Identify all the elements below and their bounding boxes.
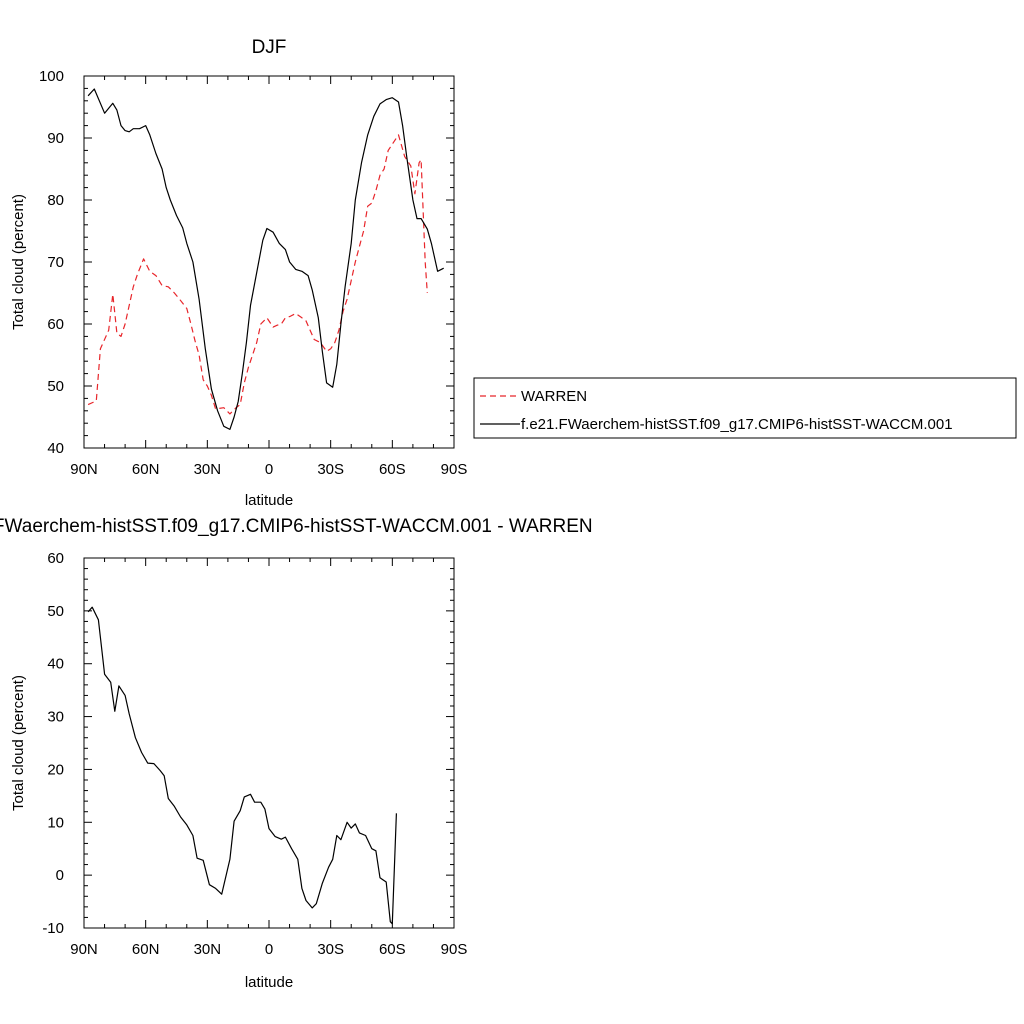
panel1-y-tick-label: 80 — [47, 192, 64, 209]
panel1-x-axis-label: latitude — [245, 492, 293, 509]
panel1-x-tick-label: 60S — [379, 461, 406, 478]
legend-label-warren: WARREN — [521, 388, 587, 405]
panel1-x-tick-label: 30S — [317, 461, 344, 478]
panel1-y-tick-label: 70 — [47, 254, 64, 271]
panel1-x-tick-label: 90S — [441, 461, 468, 478]
panel1-y-axis-label: Total cloud (percent) — [10, 194, 27, 330]
panel2-y-tick-label: 10 — [47, 814, 64, 831]
panel1-series-lines — [87, 88, 444, 430]
panel1-y-tick-label: 100 — [39, 68, 64, 85]
panel1-y-tick-label: 60 — [47, 316, 64, 333]
panel2-y-axis-label: Total cloud (percent) — [10, 675, 27, 811]
panel1-x-tick-label: 0 — [265, 461, 273, 478]
panel2-x-axis-label: latitude — [245, 974, 293, 991]
panel2-series-lines — [87, 606, 397, 925]
panel1-x-tick-label: 30N — [194, 461, 222, 478]
panel2-x-tick-label: 90S — [441, 941, 468, 958]
panel1-series-line-warren — [87, 134, 428, 415]
panel2-series-line-model — [87, 606, 397, 925]
panel2-y-tick-label: 30 — [47, 709, 64, 726]
panel2-y-tick-label: 60 — [47, 550, 64, 567]
panel2-plot-frame — [83, 557, 455, 929]
panel2-axis-ticks: 90N 60N 30N 0 30S 60S 90S -10 0 10 20 30 40 50 60 — [42, 550, 467, 958]
panel-djf-total-cloud: DJF 90N 60N 30N 0 30S 60S 90S 40 50 60 70 80 90 100 l… — [10, 37, 467, 509]
panel1-x-tick-label: 90N — [70, 461, 98, 478]
panel2-y-tick-label: -10 — [42, 920, 64, 937]
panel2-x-tick-label: 60N — [132, 941, 160, 958]
panel2-y-tick-label: 20 — [47, 761, 64, 778]
panel1-title: DJF — [252, 37, 287, 58]
legend: WARREN f.e21.FWaerchem-histSST.f09_g17.C… — [473, 377, 1017, 439]
panel1-x-tick-label: 60N — [132, 461, 160, 478]
panel1-y-tick-label: 50 — [47, 378, 64, 395]
panel2-x-tick-label: 30N — [194, 941, 222, 958]
panel2-y-tick-label: 40 — [47, 656, 64, 673]
panel1-y-tick-label: 40 — [47, 440, 64, 457]
panel2-y-tick-label: 0 — [56, 867, 64, 884]
panel1-y-tick-label: 90 — [47, 130, 64, 147]
panel1-series-line-model — [87, 88, 444, 430]
legend-box — [473, 377, 1017, 439]
panel1-axis-ticks: 90N 60N 30N 0 30S 60S 90S 40 50 60 70 80 90 100 — [39, 68, 467, 478]
panel2-x-tick-label: 0 — [265, 941, 273, 958]
panel2-y-tick-label: 50 — [47, 603, 64, 620]
panel1-plot-frame — [83, 75, 455, 449]
panel2-x-tick-label: 60S — [379, 941, 406, 958]
panel2-title: f.e21.FWaerchem-histSST.f09_g17.CMIP6-hi… — [0, 516, 593, 537]
legend-label-model: f.e21.FWaerchem-histSST.f09_g17.CMIP6-hi… — [521, 416, 953, 433]
panel-difference: f.e21.FWaerchem-histSST.f09_g17.CMIP6-hi… — [0, 516, 593, 991]
panel2-x-tick-label: 30S — [317, 941, 344, 958]
panel2-x-tick-label: 90N — [70, 941, 98, 958]
